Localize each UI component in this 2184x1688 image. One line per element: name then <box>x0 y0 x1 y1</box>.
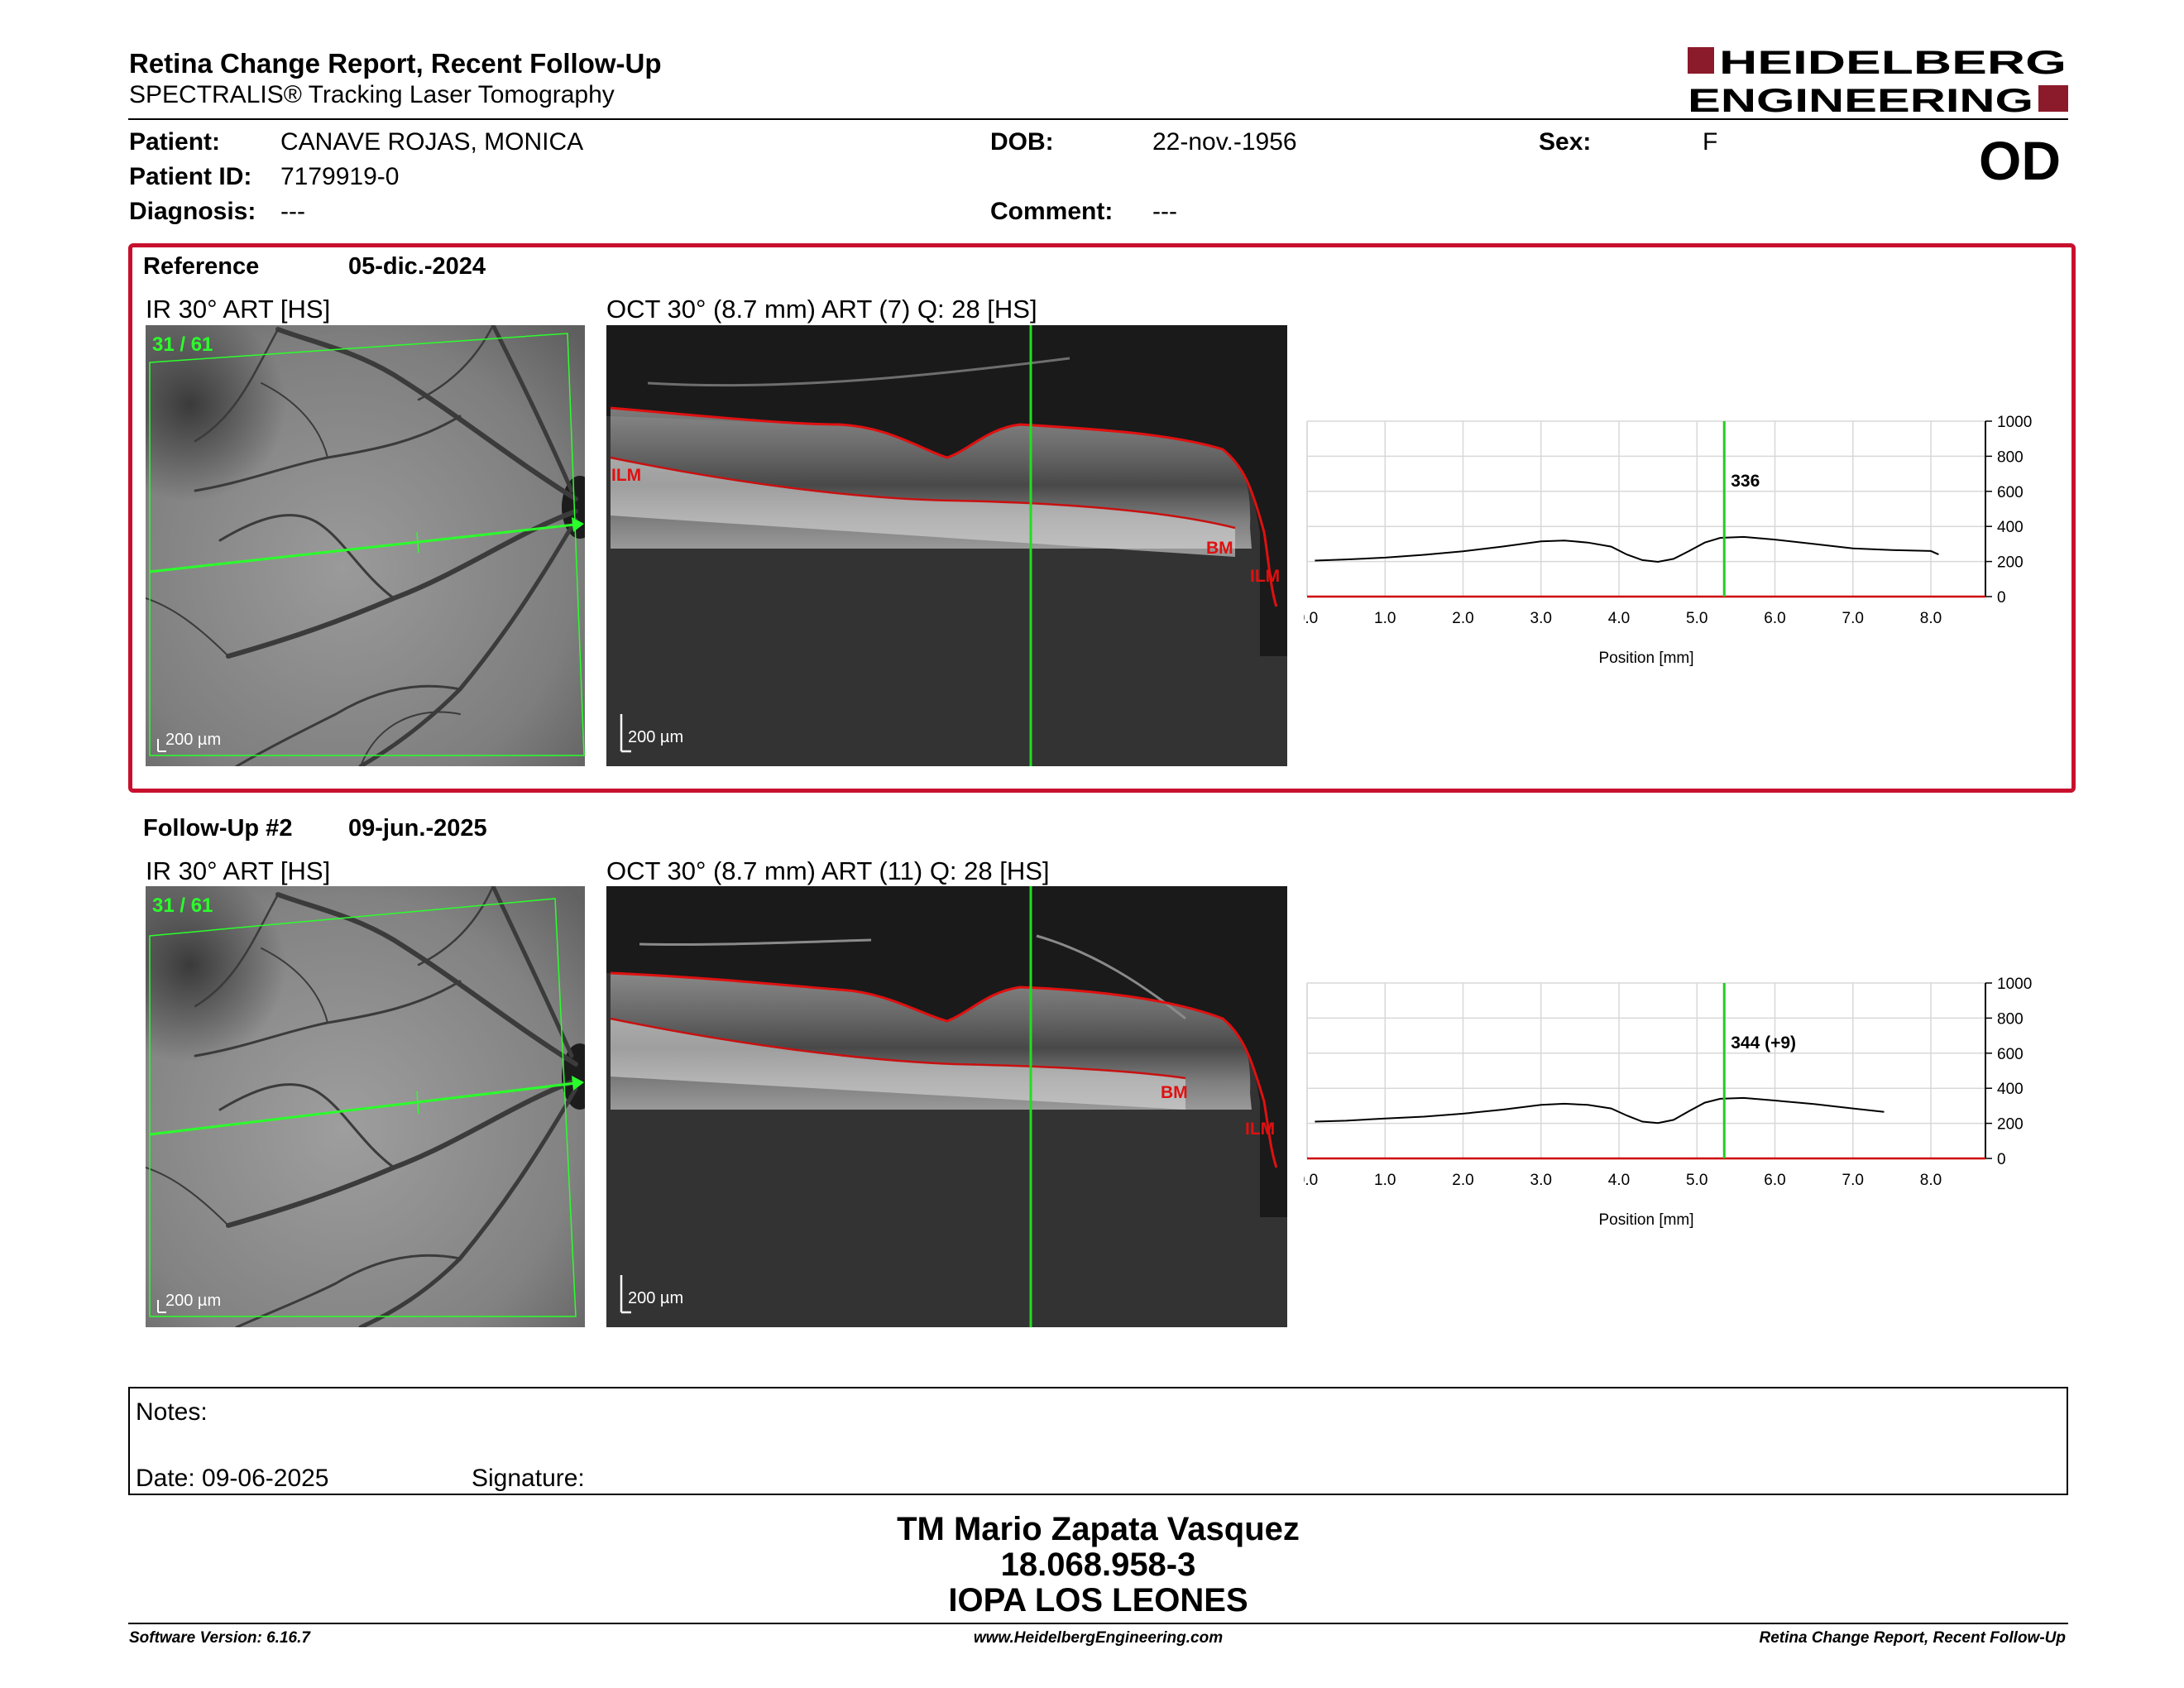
thickness-line <box>1315 535 1939 563</box>
followup-oct-scale: 200 µm <box>628 1289 684 1307</box>
software-version: Software Version: 6.16.7 <box>129 1629 310 1647</box>
x-tick-label: 3.0 <box>1530 610 1552 627</box>
y-tick-label: 1000 <box>1997 414 2032 431</box>
y-tick-label: 800 <box>1997 1010 2024 1028</box>
eye-indicator: OD <box>1979 130 2061 191</box>
y-tick-label: 400 <box>1997 1081 2024 1098</box>
y-tick-label: 1000 <box>1997 976 2032 993</box>
header-divider <box>128 118 2068 120</box>
patient-id-label: Patient ID: <box>129 163 252 190</box>
comment-value: --- <box>1152 198 1177 225</box>
signer-id: 18.068.958-3 <box>1000 1547 1196 1583</box>
reference-scan-counter: 31 / 61 <box>152 333 213 356</box>
footer-divider <box>128 1623 2068 1624</box>
x-tick-label: 1.0 <box>1374 610 1396 627</box>
y-tick-label: 0 <box>1997 589 2006 607</box>
y-tick-label: 800 <box>1997 448 2024 466</box>
x-tick-label: 6.0 <box>1764 610 1785 627</box>
x-axis-label: Position [mm] <box>1598 1211 1693 1229</box>
sex-value: F <box>1703 128 1718 156</box>
report-title: Retina Change Report, Recent Follow-Up <box>129 48 662 79</box>
diagnosis-label: Diagnosis: <box>129 198 256 225</box>
followup-bm-label: BM <box>1161 1083 1188 1102</box>
cursor-thickness-label: 344 (+9) <box>1731 1033 1796 1053</box>
signature-label: Signature: <box>472 1465 585 1492</box>
followup-oct-label: OCT 30° (8.7 mm) ART (11) Q: 28 [HS] <box>606 856 1050 885</box>
thickness-line <box>1315 1096 1885 1125</box>
x-tick-label: 7.0 <box>1842 1172 1864 1189</box>
logo-line2: ENGINEERING <box>1688 83 2033 115</box>
notes-label: Notes: <box>136 1398 208 1426</box>
reference-ir-scale: 200 µm <box>165 731 222 749</box>
x-tick-label: 4.0 <box>1608 610 1630 627</box>
x-tick-label: 4.0 <box>1608 1172 1630 1189</box>
y-tick-label: 600 <box>1997 484 2024 501</box>
dob-label: DOB: <box>990 128 1054 156</box>
followup-ilm-label: ILM <box>1245 1120 1276 1139</box>
y-tick-label: 200 <box>1997 554 2024 572</box>
x-tick-label: 7.0 <box>1842 610 1864 627</box>
x-tick-label: 5.0 <box>1686 610 1707 627</box>
comment-label: Comment: <box>990 198 1114 225</box>
sex-label: Sex: <box>1539 128 1592 156</box>
followup-scan-counter: 31 / 61 <box>152 894 213 917</box>
reference-thickness-chart: 0 200 400 600 800 1000 0.0 1.0 2.0 3.0 4.0 5.0 6.0 7.… <box>1296 410 2057 683</box>
x-tick-label: 2.0 <box>1452 610 1473 627</box>
reference-ir-label: IR 30° ART [HS] <box>146 295 331 324</box>
x-tick-label: 0.0 <box>1304 1172 1318 1189</box>
reference-date: 05-dic.-2024 <box>348 253 486 280</box>
reference-oct-scale: 200 µm <box>628 728 684 746</box>
heidelberg-engineering-logo: HEIDELBERG ENGINEERING <box>1688 45 2068 119</box>
y-tick-label: 0 <box>1997 1151 2006 1168</box>
reference-ir-fundus-image: 31 / 61 200 µm <box>146 325 585 766</box>
logo-line1: HEIDELBERG <box>1719 46 2067 81</box>
x-tick-label: 3.0 <box>1530 1172 1552 1189</box>
dob-value: 22-nov.-1956 <box>1152 128 1297 156</box>
thickness-chart-svg: 0 200 400 600 800 1000 0.0 1.0 2.0 3.0 4.0 5.0 6.0 7.… <box>1296 976 2057 1229</box>
notes-box <box>128 1387 2068 1495</box>
signer-institution: IOPA LOS LEONES <box>948 1582 1248 1618</box>
reference-oct-label: OCT 30° (8.7 mm) ART (7) Q: 28 [HS] <box>606 295 1037 324</box>
signer-name: TM Mario Zapata Vasquez <box>897 1511 1300 1547</box>
reference-bm-label: BM <box>1206 539 1233 558</box>
report-subtitle: SPECTRALIS® Tracking Laser Tomography <box>129 81 615 108</box>
x-tick-label: 0.0 <box>1304 610 1318 627</box>
reference-ilm-label-right: ILM <box>1250 567 1281 586</box>
patient-name: CANAVE ROJAS, MONICA <box>280 128 584 156</box>
patient-name-label: Patient: <box>129 128 221 156</box>
x-tick-label: 5.0 <box>1686 1172 1707 1189</box>
followup-ir-label: IR 30° ART [HS] <box>146 856 331 885</box>
y-tick-label: 600 <box>1997 1046 2024 1063</box>
reference-ilm-label-left: ILM <box>611 466 642 485</box>
footer-report-name: Retina Change Report, Recent Follow-Up <box>1759 1629 2066 1647</box>
x-axis-label: Position [mm] <box>1598 650 1693 667</box>
thickness-chart-svg: 0 200 400 600 800 1000 0.0 1.0 2.0 3.0 4.0 5.0 6.0 7.… <box>1296 414 2057 667</box>
diagnosis-value: --- <box>280 198 305 225</box>
y-tick-label: 400 <box>1997 519 2024 536</box>
x-tick-label: 1.0 <box>1374 1172 1396 1189</box>
x-tick-label: 6.0 <box>1764 1172 1785 1189</box>
followup-ir-fundus-image: 31 / 61 200 µm <box>146 886 585 1327</box>
x-tick-label: 2.0 <box>1452 1172 1473 1189</box>
y-tick-label: 200 <box>1997 1116 2024 1134</box>
notes-date: Date: 09-06-2025 <box>136 1465 329 1492</box>
followup-oct-bscan-image: BM ILM 200 µm <box>606 886 1287 1327</box>
followup-thickness-chart: 0 200 400 600 800 1000 0.0 1.0 2.0 3.0 4.0 5.0 6.0 7.… <box>1296 971 2057 1244</box>
followup-ir-scale: 200 µm <box>165 1292 222 1310</box>
followup-date: 09-jun.-2025 <box>348 815 487 842</box>
x-tick-label: 8.0 <box>1920 610 1942 627</box>
patient-id: 7179919-0 <box>280 163 400 190</box>
followup-label: Follow-Up #2 <box>143 815 293 842</box>
x-tick-label: 8.0 <box>1920 1172 1942 1189</box>
cursor-thickness-label: 336 <box>1731 472 1760 491</box>
website-link[interactable]: www.HeidelbergEngineering.com <box>973 1629 1224 1647</box>
reference-oct-bscan-image: ILM BM ILM 200 µm <box>606 325 1287 766</box>
reference-label: Reference <box>143 253 260 280</box>
reference-section-frame <box>128 243 2076 793</box>
